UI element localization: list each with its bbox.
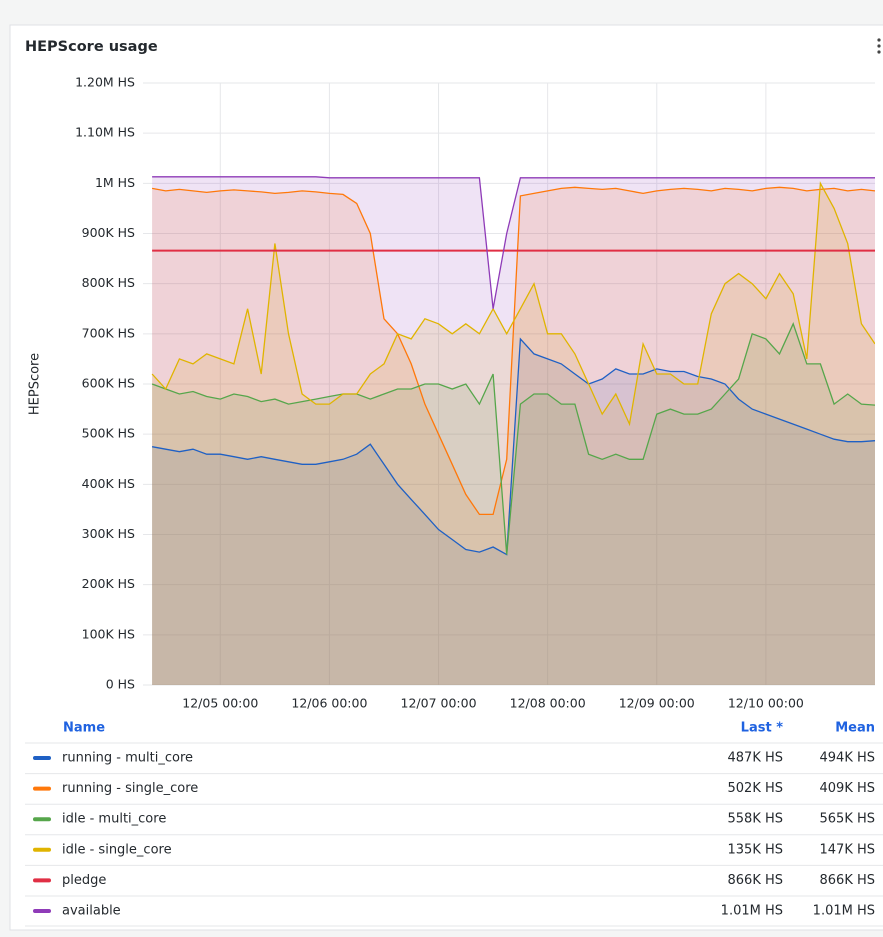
- legend-mean: 1.01M HS: [813, 904, 875, 919]
- legend-mean: 409K HS: [820, 781, 876, 796]
- legend-header: Name: [63, 721, 105, 736]
- series-line: [151, 181, 875, 427]
- legend-name: running - multi_core: [62, 751, 193, 766]
- y-tick-label: 300K HS: [82, 526, 135, 541]
- legend-swatch: [33, 909, 51, 913]
- legend-swatch: [33, 878, 51, 883]
- legend-last: 502K HS: [728, 781, 784, 796]
- legend-last: 487K HS: [728, 751, 784, 766]
- y-tick-label: 1M HS: [95, 175, 135, 190]
- y-tick-label: 100K HS: [82, 626, 135, 641]
- x-tick-label: 12/06 00:00: [291, 696, 367, 711]
- panel: [9, 24, 883, 931]
- y-tick-label: 500K HS: [82, 426, 135, 441]
- legend-last: 866K HS: [728, 873, 784, 888]
- y-tick-label: 600K HS: [82, 376, 135, 391]
- legend-header: Last *: [741, 721, 784, 736]
- x-tick-label: 12/05 00:00: [182, 696, 258, 711]
- legend-mean: 147K HS: [820, 842, 876, 857]
- y-tick-label: 0 HS: [106, 677, 135, 692]
- series-line: [151, 322, 875, 555]
- legend-mean: 866K HS: [820, 873, 876, 888]
- y-tick-label: 700K HS: [82, 325, 135, 340]
- series-line: [152, 176, 875, 309]
- y-axis-label: HEPScore: [28, 353, 43, 415]
- legend-last: 1.01M HS: [721, 904, 783, 919]
- plot-area: [151, 176, 875, 685]
- legend-mean: 494K HS: [820, 751, 876, 766]
- y-tick-label: 900K HS: [82, 225, 135, 240]
- legend-swatch: [33, 817, 51, 822]
- legend-name: idle - single_core: [62, 842, 172, 857]
- y-tick-label: 400K HS: [82, 476, 135, 491]
- legend-name: running - single_core: [62, 781, 198, 796]
- series-area: [152, 187, 875, 685]
- y-tick-label: 1.20M HS: [75, 75, 135, 90]
- series-area: [152, 176, 875, 685]
- x-tick-label: 12/08 00:00: [510, 696, 586, 711]
- y-tick-label: 1.10M HS: [75, 125, 135, 140]
- legend-name: idle - multi_core: [62, 812, 166, 827]
- legend-mean: 565K HS: [820, 812, 876, 827]
- legend-last: 558K HS: [728, 812, 784, 827]
- legend-header: Mean: [835, 721, 875, 736]
- legend-swatch: [33, 786, 51, 791]
- x-tick-label: 12/07 00:00: [401, 696, 477, 711]
- series-line: [151, 186, 875, 516]
- legend-name: pledge: [62, 873, 106, 888]
- series-area: [152, 338, 875, 685]
- x-tick-label: 12/10 00:00: [728, 696, 804, 711]
- legend-name: available: [62, 904, 121, 919]
- menu-icon[interactable]: [877, 38, 881, 54]
- series-area: [152, 183, 875, 685]
- y-tick-label: 200K HS: [82, 576, 135, 591]
- chart-title: HEPScore usage: [25, 39, 158, 55]
- y-tick-label: 800K HS: [82, 275, 135, 290]
- series-line: [151, 337, 875, 556]
- legend-last: 135K HS: [728, 842, 784, 857]
- legend-swatch: [33, 756, 51, 760]
- x-tick-label: 12/09 00:00: [619, 696, 695, 711]
- legend-swatch: [33, 847, 51, 852]
